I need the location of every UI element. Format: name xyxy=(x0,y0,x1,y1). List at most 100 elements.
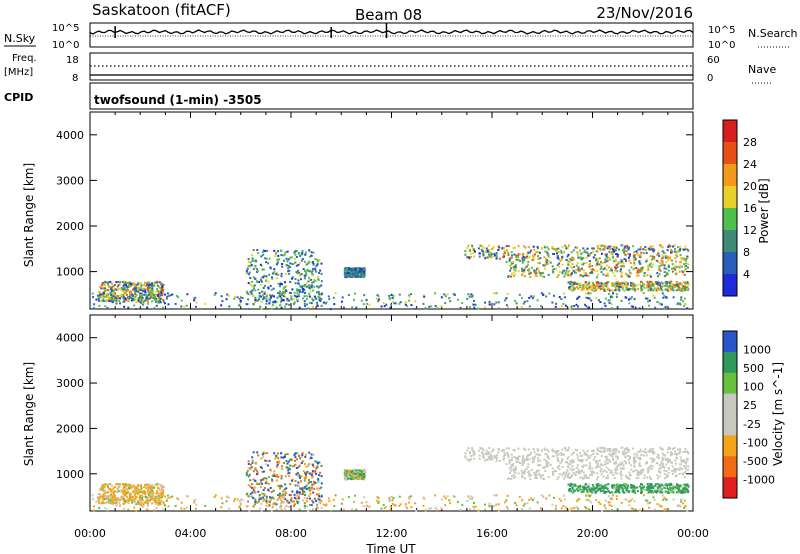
data-point xyxy=(162,300,165,303)
data-point xyxy=(614,246,617,249)
data-point xyxy=(304,253,307,256)
data-point xyxy=(106,296,109,299)
data-point xyxy=(663,307,666,310)
data-point xyxy=(687,491,690,494)
colorbar-segment xyxy=(723,120,737,143)
data-point xyxy=(97,493,100,496)
data-point xyxy=(307,261,310,264)
data-point xyxy=(531,254,534,257)
data-point xyxy=(279,295,282,298)
data-point xyxy=(609,454,612,457)
data-point xyxy=(665,274,668,277)
data-point xyxy=(252,487,255,490)
data-point xyxy=(404,301,407,304)
data-point xyxy=(292,298,295,301)
data-point xyxy=(629,262,632,265)
data-point xyxy=(508,260,511,263)
data-point xyxy=(570,461,573,464)
data-point xyxy=(410,293,412,296)
data-point xyxy=(466,458,469,461)
data-point xyxy=(289,292,292,295)
data-point xyxy=(249,463,252,466)
colorbar-frame xyxy=(722,119,738,297)
data-point xyxy=(148,499,151,502)
data-point xyxy=(640,472,643,475)
data-point xyxy=(282,493,285,496)
data-point xyxy=(285,303,288,306)
data-point xyxy=(671,270,674,273)
data-point xyxy=(305,473,307,476)
data-point xyxy=(123,300,126,303)
data-point xyxy=(650,284,653,287)
data-point xyxy=(551,450,554,452)
data-point xyxy=(140,485,143,488)
data-point xyxy=(596,287,599,290)
data-point xyxy=(154,299,157,302)
data-point xyxy=(646,297,649,300)
data-point xyxy=(577,472,580,475)
data-point xyxy=(478,252,481,255)
data-point xyxy=(142,492,145,495)
data-point xyxy=(578,470,581,473)
data-point xyxy=(606,459,609,461)
data-point xyxy=(570,259,573,262)
data-point xyxy=(162,502,165,505)
data-point xyxy=(598,285,601,288)
data-point xyxy=(614,451,617,454)
data-point xyxy=(485,453,488,456)
data-point xyxy=(346,474,349,477)
data-point xyxy=(628,461,631,464)
data-point xyxy=(482,452,485,455)
data-point xyxy=(638,465,641,467)
data-point xyxy=(498,459,501,462)
data-point xyxy=(683,476,686,479)
data-point xyxy=(354,276,357,278)
data-point xyxy=(605,274,608,277)
data-point xyxy=(604,460,607,463)
data-point xyxy=(148,488,151,491)
data-point xyxy=(641,268,644,271)
data-point xyxy=(596,270,599,273)
data-point xyxy=(638,262,641,265)
data-point xyxy=(564,474,567,477)
data-point xyxy=(661,282,664,285)
data-point xyxy=(356,268,359,271)
data-point xyxy=(99,296,102,299)
data-point xyxy=(683,305,686,307)
data-point xyxy=(123,287,126,290)
colorbar-tick-label: 16 xyxy=(743,202,757,215)
data-point xyxy=(151,287,154,290)
data-point xyxy=(642,248,645,251)
data-point xyxy=(631,288,634,291)
data-point xyxy=(375,297,378,300)
data-point xyxy=(306,303,308,306)
data-point xyxy=(312,289,315,292)
data-point xyxy=(132,288,134,291)
data-point xyxy=(160,485,163,488)
data-point xyxy=(251,483,254,486)
data-point xyxy=(578,295,581,298)
data-point xyxy=(280,452,283,455)
data-point xyxy=(678,283,681,286)
data-point xyxy=(124,297,127,300)
data-point xyxy=(590,470,593,473)
data-point xyxy=(571,284,574,287)
data-point xyxy=(586,450,589,452)
data-point xyxy=(252,461,255,464)
data-point xyxy=(675,453,678,456)
data-point xyxy=(147,291,150,294)
data-point xyxy=(153,497,156,500)
data-point xyxy=(316,465,319,468)
data-point xyxy=(678,266,681,269)
data-point xyxy=(663,294,666,297)
data-point xyxy=(343,273,346,276)
data-point xyxy=(114,283,116,286)
data-point xyxy=(542,275,545,278)
data-point xyxy=(347,273,350,276)
colorbar-tick-label: 4 xyxy=(743,268,750,281)
data-point xyxy=(444,302,447,305)
data-point xyxy=(162,288,165,291)
data-point xyxy=(291,490,294,493)
data-point xyxy=(666,272,668,274)
data-point xyxy=(529,276,532,278)
